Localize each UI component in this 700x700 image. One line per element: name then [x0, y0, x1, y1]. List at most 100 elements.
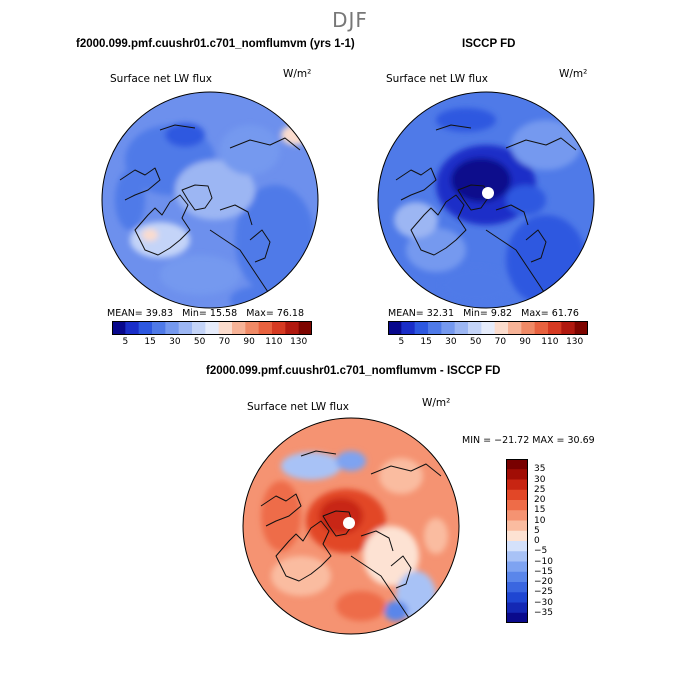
panel2-mean: 32.31 [426, 308, 454, 319]
panel1-field-blob [142, 229, 158, 241]
panel3-field-blob [261, 481, 301, 551]
colorbar-tick-label: 30 [534, 474, 546, 485]
colorbar-swatch [494, 321, 509, 335]
colorbar-tick-label: 110 [265, 337, 283, 347]
panel3-coastline [300, 450, 337, 457]
colorbar-swatch [165, 321, 180, 335]
panel3-polar-map [242, 417, 460, 635]
panel3-variable-label: Surface net LW flux [247, 401, 349, 413]
panel2-max: 61.76 [551, 308, 579, 319]
panel3-colorbar-ticks: 35 30 25 20 15 10 5 0 −5 −10 −15 −20 −25 −30 −35 [534, 459, 574, 623]
colorbar-swatch [506, 459, 528, 470]
colorbar-swatch [441, 321, 456, 335]
colorbar-swatch [414, 321, 429, 335]
panel3-coastline [275, 520, 332, 582]
panel2-min: 9.82 [490, 308, 513, 319]
colorbar-swatch [468, 321, 482, 335]
colorbar-tick-label: 0 [534, 536, 540, 546]
panel1-max-label: Max= [246, 308, 274, 319]
colorbar-frame [506, 459, 528, 623]
panel1-variable-label: Surface net LW flux [110, 73, 212, 85]
panel2-pole-hole [482, 187, 494, 199]
colorbar-tick-label: 130 [566, 337, 584, 347]
colorbar-swatch [506, 520, 528, 532]
panel2-max-label: Max= [521, 308, 549, 319]
colorbar-tick-label: 30 [445, 337, 457, 347]
panel3-field-blob [424, 518, 448, 554]
panel1-field-blob [281, 125, 309, 145]
panel1-field-blob [165, 123, 205, 147]
colorbar-tick-label: −10 [534, 556, 553, 567]
colorbar-frame [388, 321, 588, 335]
colorbar-swatch [192, 321, 206, 335]
panel3-field-blob [319, 498, 363, 534]
colorbar-tick-label: 35 [534, 464, 546, 475]
panel3-minmax: MIN = −21.72 MAX = 30.69 [462, 435, 595, 446]
colorbar-swatch [506, 530, 528, 542]
panel1-header: f2000.099.pmf.cuushr01.c701_nomflumvm (y… [76, 38, 355, 50]
panel3-coastline [260, 493, 302, 527]
panel3-field-blob [379, 458, 423, 494]
colorbar-tick-label: −30 [534, 597, 553, 608]
colorbar-swatch [506, 612, 528, 623]
panel3-coastline [360, 530, 394, 552]
panel1-coastline [159, 124, 196, 131]
panel2-mean-label: MEAN= [388, 308, 424, 319]
colorbar-swatch [245, 321, 260, 335]
colorbar-swatch [561, 321, 576, 335]
panel3-field-blob [281, 452, 341, 480]
colorbar-swatch [454, 321, 469, 335]
panel2-coastline [485, 229, 547, 296]
colorbar-tick-label: 90 [243, 337, 255, 347]
panel1-coastline [249, 229, 271, 263]
colorbar-frame [112, 321, 312, 335]
panel1-field-blob [130, 222, 190, 258]
colorbar-swatch [138, 321, 153, 335]
panel2-field-blob [506, 215, 586, 305]
panel1-colorbar-ticks: 5 15 30 50 70 90 110 130 [112, 337, 312, 349]
colorbar-swatch [506, 489, 528, 501]
panel2-stats: MEAN= 32.31 Min= 9.82 Max= 61.76 [388, 308, 579, 319]
panel2-map-border [377, 91, 595, 309]
panel2-field-blob [406, 228, 466, 272]
colorbar-swatch [272, 321, 286, 335]
colorbar-swatch [508, 321, 522, 335]
colorbar-swatch [506, 479, 528, 491]
colorbar-swatch [232, 321, 246, 335]
colorbar-tick-label: −20 [534, 577, 553, 587]
colorbar-swatch [285, 321, 300, 335]
colorbar-swatch [258, 321, 273, 335]
colorbar-swatch [506, 582, 528, 593]
colorbar-tick-label: 130 [290, 337, 308, 347]
panel2-polar-map [377, 91, 595, 309]
panel2-min-label: Min= [463, 308, 488, 319]
panel3-coastline [322, 510, 354, 537]
panel2-coastline [410, 194, 467, 256]
colorbar-tick-label: 20 [534, 495, 546, 505]
panel1-field-blob [160, 255, 240, 295]
panel3-field-blob [336, 451, 366, 471]
colorbar-swatch [125, 321, 140, 335]
panel1-mean: 39.83 [145, 308, 173, 319]
colorbar-tick-label: 70 [218, 337, 231, 347]
colorbar-tick-label: 5 [122, 337, 129, 347]
panel1-colorbar [112, 321, 312, 335]
panel1-polar-map [101, 91, 319, 309]
colorbar-swatch [506, 500, 528, 511]
panel3-field-blob [336, 591, 386, 621]
colorbar-swatch [401, 321, 416, 335]
colorbar-tick-label: 15 [534, 505, 546, 516]
season-title: DJF [332, 8, 368, 32]
colorbar-tick-label: −25 [534, 587, 553, 598]
panel1-coastline [134, 194, 191, 256]
colorbar-tick-label: 15 [144, 337, 156, 347]
panel2-coastline [495, 204, 529, 226]
panel2-header: ISCCP FD [462, 38, 516, 50]
panel3-units: W/m² [422, 397, 451, 409]
colorbar-swatch [506, 592, 528, 603]
panel1-coastline [181, 184, 213, 211]
panel1-min: 15.58 [209, 308, 238, 319]
panel3-coastline [370, 463, 442, 477]
panel2-field-blob [441, 267, 511, 303]
panel2-coastline [505, 137, 577, 151]
